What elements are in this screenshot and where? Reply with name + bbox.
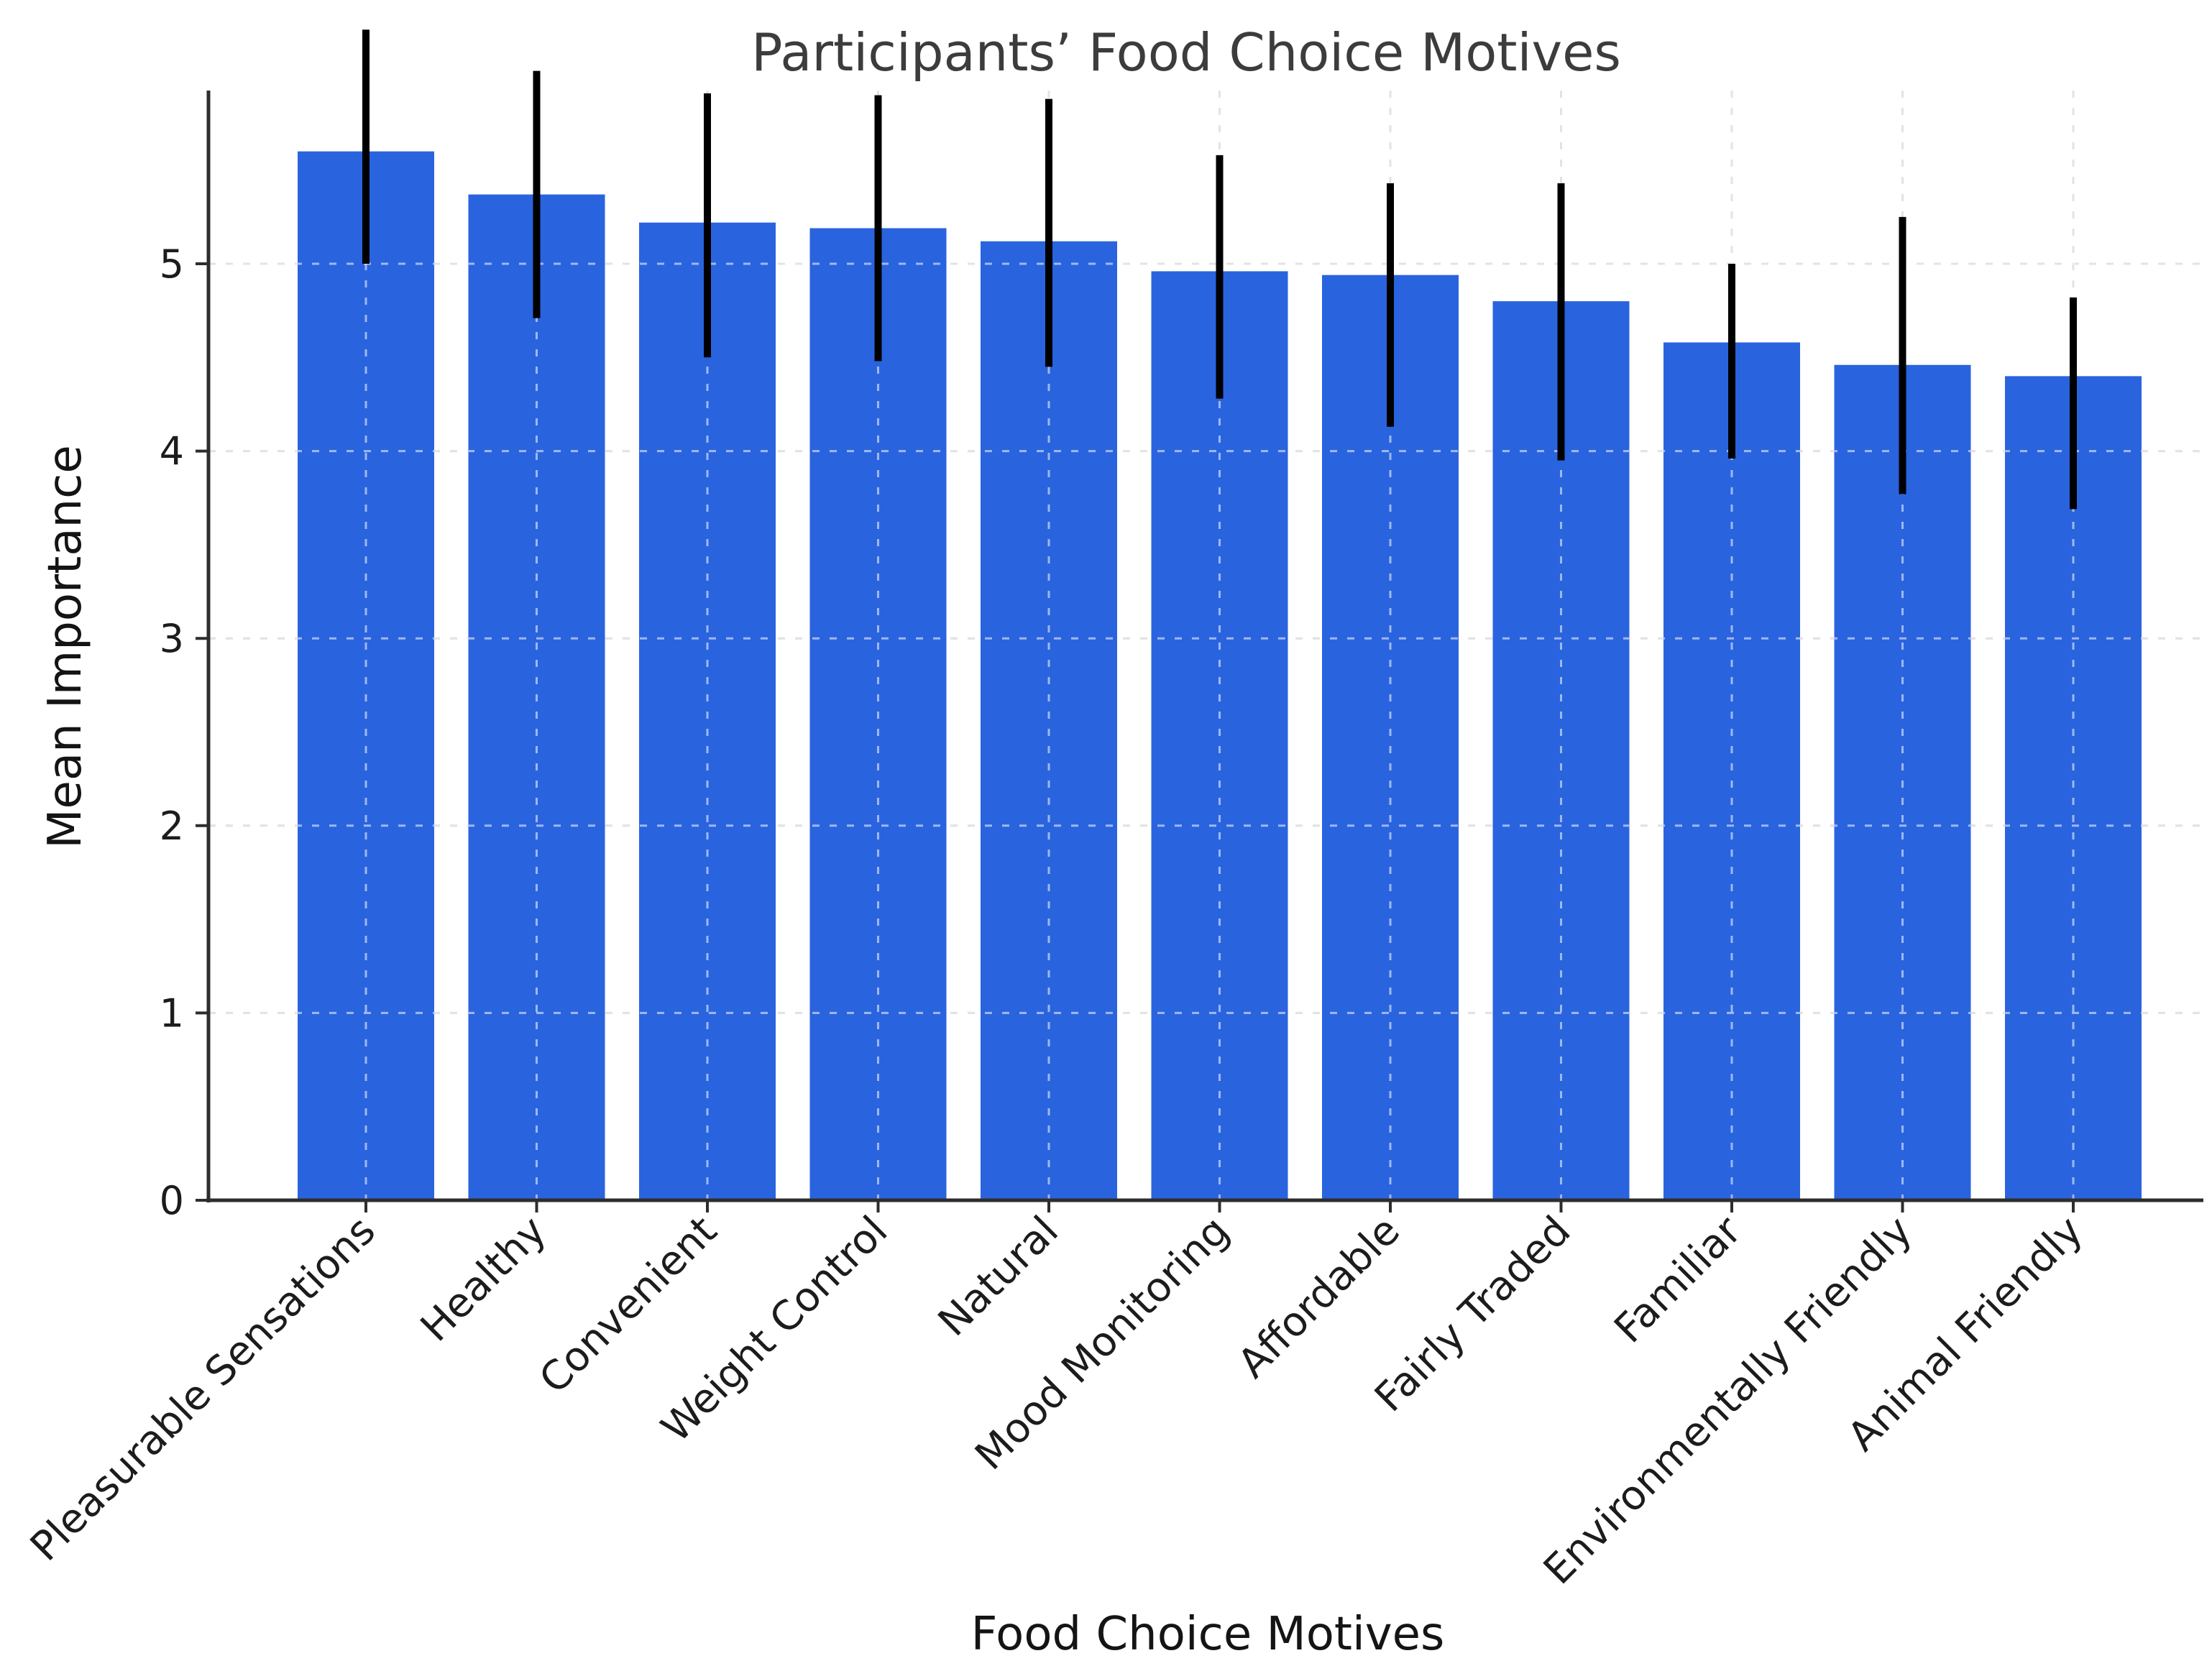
x-tick-label: Natural (930, 1207, 1068, 1345)
x-tick-label: Familiar (1605, 1207, 1750, 1352)
error-bars (362, 29, 2077, 510)
y-axis-title: Mean Importance (39, 445, 92, 848)
x-tick-label: Environmentally Friendly (1535, 1207, 1921, 1593)
gridlines-over (208, 91, 2203, 1200)
x-tick-label: Pleasurable Sensations (22, 1207, 385, 1570)
y-tick-label: 3 (160, 616, 184, 661)
y-tick-label: 1 (160, 990, 184, 1036)
chart-title: Participants’ Food Choice Motives (751, 22, 1621, 83)
y-tick-label: 0 (160, 1178, 184, 1223)
y-tick-label: 5 (160, 241, 184, 287)
axes (196, 91, 2203, 1212)
x-tick-label: Healthy (412, 1207, 555, 1350)
x-tick-label: Affordable (1229, 1207, 1409, 1387)
x-axis-title: Food Choice Motives (971, 1608, 1445, 1661)
y-tick-label: 2 (160, 804, 184, 849)
y-tick-label: 4 (160, 429, 184, 474)
